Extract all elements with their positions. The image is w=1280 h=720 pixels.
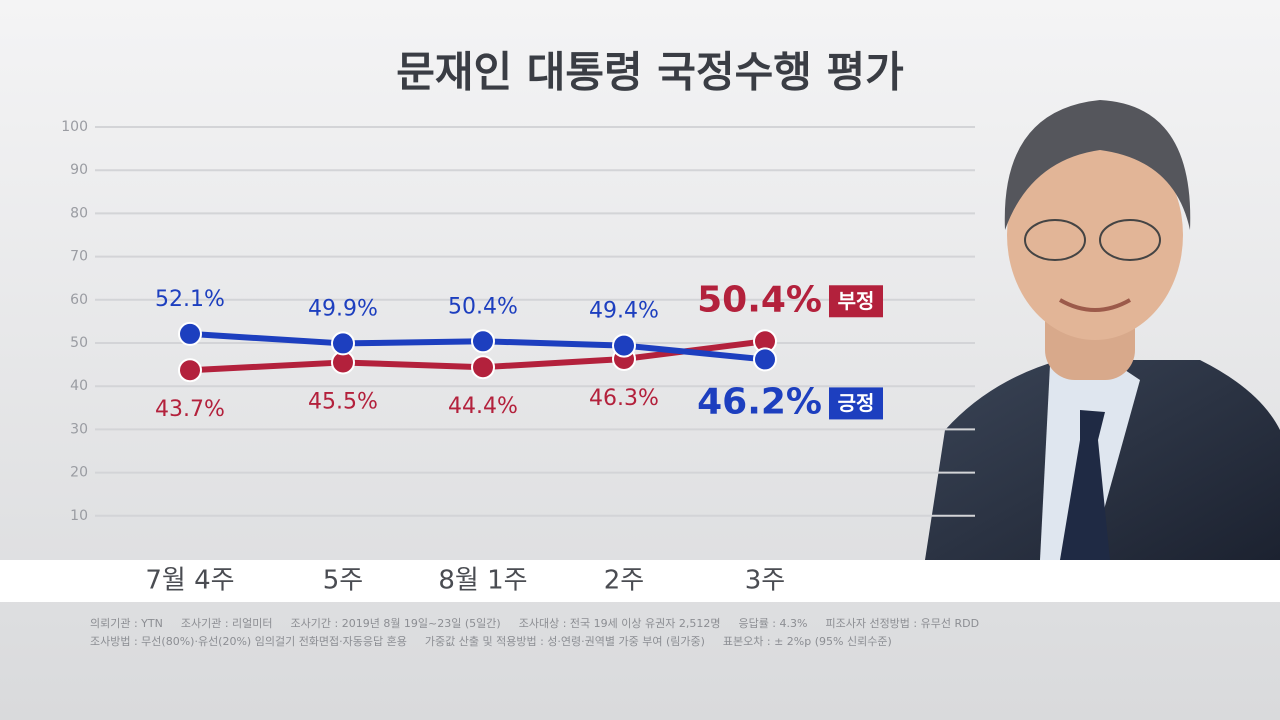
footnote: 조사기간 : 2019년 8월 19일~23일 (5일간) xyxy=(291,616,501,630)
point xyxy=(178,321,202,346)
footnote: 조사방법 : 무선(80%)·유선(20%) 임의걸기 전화면접·자동응답 혼용 xyxy=(90,635,407,648)
x-tick-label: 7월 4주 xyxy=(145,566,234,596)
y-tick-label: 40 xyxy=(70,378,88,394)
x-tick-label: 2주 xyxy=(604,566,644,596)
point xyxy=(471,329,495,354)
footnote: 응답률 : 4.3% xyxy=(738,617,807,630)
footnote: 조사기관 : 리얼미터 xyxy=(181,616,273,630)
x-tick-label: 8월 1주 xyxy=(438,566,527,596)
value-label: 43.7% xyxy=(155,397,225,422)
value-label: 50.4% xyxy=(697,279,822,320)
legend-swatch xyxy=(829,387,883,420)
value-label: 46.3% xyxy=(589,386,659,411)
footnote: 의뢰기관 : YTN xyxy=(90,617,163,630)
legend-label: 긍정 xyxy=(838,391,875,415)
footnote: 가중값 산출 및 적용방법 : 성·연령·권역별 가중 부여 (림가중) xyxy=(425,635,705,648)
chart-title: 문재인 대통령 국정수행 평가 xyxy=(396,48,904,97)
point xyxy=(331,331,355,356)
y-tick-label: 60 xyxy=(70,292,88,308)
footnote: 피조사자 선정방법 : 유무선 RDD xyxy=(825,617,979,630)
legend-label: 부정 xyxy=(838,289,875,313)
point xyxy=(612,333,636,358)
value-label: 49.4% xyxy=(589,299,659,324)
value-label: 46.2% xyxy=(697,381,822,422)
value-label: 52.1% xyxy=(155,287,225,312)
y-tick-label: 10 xyxy=(70,508,88,524)
point xyxy=(753,347,777,372)
value-label: 44.4% xyxy=(448,394,518,419)
value-label: 50.4% xyxy=(448,294,518,319)
legend-swatch xyxy=(829,285,883,318)
point xyxy=(178,358,202,383)
y-tick-label: 100 xyxy=(61,119,88,135)
y-tick-label: 70 xyxy=(70,249,88,265)
y-tick-label: 80 xyxy=(70,205,88,221)
value-label: 49.9% xyxy=(308,296,378,321)
y-tick-label: 20 xyxy=(70,465,88,481)
x-tick-label: 3주 xyxy=(745,566,785,596)
footnote: 표본오차 : ± 2%p (95% 신뢰수준) xyxy=(723,635,892,648)
value-label: 45.5% xyxy=(308,389,378,414)
y-tick-label: 50 xyxy=(70,335,88,351)
x-tick-label: 5주 xyxy=(323,566,363,596)
point xyxy=(471,355,495,380)
y-tick-label: 90 xyxy=(70,162,88,178)
y-tick-label: 30 xyxy=(70,421,88,437)
category-band xyxy=(0,560,1280,602)
footnote: 조사대상 : 전국 19세 이상 유권자 2,512명 xyxy=(519,617,721,630)
portrait xyxy=(925,100,1280,560)
